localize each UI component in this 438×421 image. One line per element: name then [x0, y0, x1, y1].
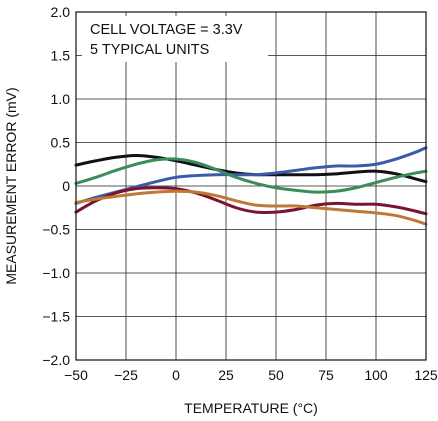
- x-tick-label: −25: [114, 367, 138, 383]
- x-tick-label: 0: [172, 367, 180, 383]
- series-line-2: [74, 146, 428, 205]
- series-line-3: [74, 157, 428, 194]
- y-tick-label: 2.0: [51, 4, 71, 20]
- x-axis-title: TEMPERATURE (°C): [184, 400, 318, 416]
- series-line-1: [74, 154, 428, 184]
- annotation-line-1: CELL VOLTAGE = 3.3V: [90, 22, 243, 38]
- x-tick-label: 50: [268, 367, 284, 383]
- x-tick-label: 100: [364, 367, 388, 383]
- y-axis-title: MEASUREMENT ERROR (mV): [3, 87, 19, 284]
- y-tick-label: 1.5: [51, 48, 71, 64]
- y-tick-label: −2.0: [42, 352, 70, 368]
- series-line-4: [74, 186, 428, 216]
- grid-lines: [75, 11, 427, 361]
- x-tick-label: 25: [218, 367, 234, 383]
- x-tick-label: −50: [64, 367, 88, 383]
- y-tick-label: 0.5: [51, 135, 71, 151]
- x-tick-labels: −50 −25 0 25 50 75 100 125: [64, 367, 438, 383]
- y-tick-label: −1.0: [42, 265, 70, 281]
- y-tick-label: −1.5: [42, 309, 70, 325]
- x-tick-label: 75: [318, 367, 334, 383]
- y-tick-label: −0.5: [42, 222, 70, 238]
- y-tick-label: 1.0: [51, 91, 71, 107]
- annotation-box: CELL VOLTAGE = 3.3V 5 TYPICAL UNITS: [82, 16, 268, 62]
- annotation-line-2: 5 TYPICAL UNITS: [90, 42, 209, 58]
- x-tick-label: 125: [414, 367, 438, 383]
- plot-area-frame: [75, 11, 427, 361]
- series-lines: [74, 146, 428, 226]
- y-tick-label: 0: [62, 178, 70, 194]
- series-line-5: [74, 189, 428, 226]
- y-tick-labels: −2.0 −1.5 −1.0 −0.5 0 0.5 1.0 1.5 2.0: [42, 4, 70, 368]
